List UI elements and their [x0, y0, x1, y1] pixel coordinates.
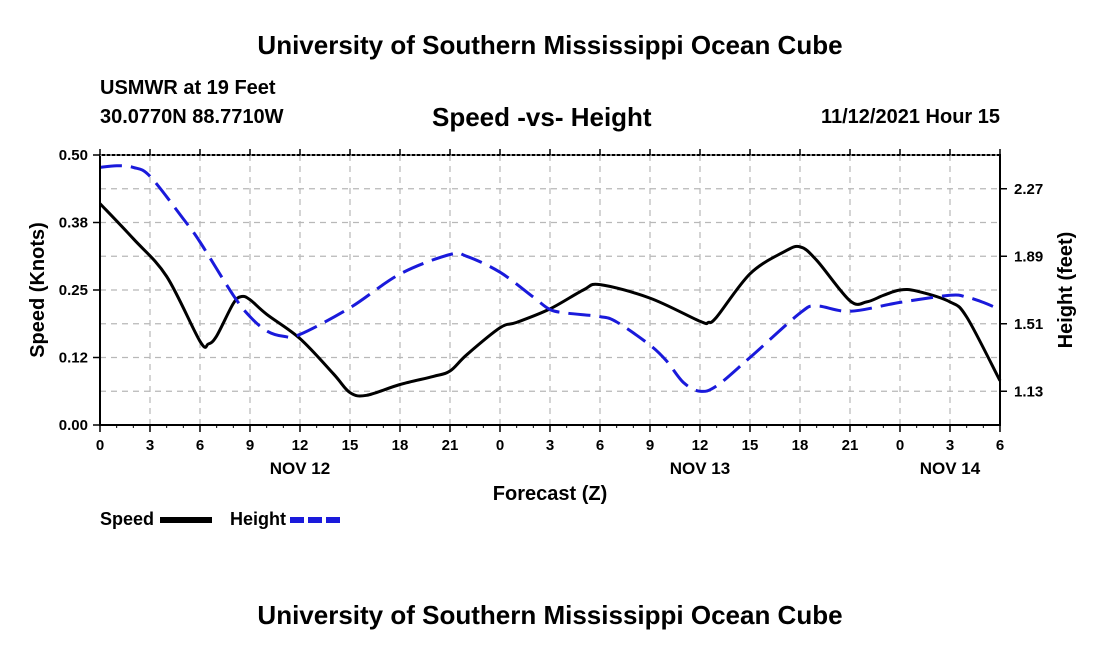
x-tick-label: 0 [496, 437, 504, 454]
x-tick-label: 6 [196, 437, 204, 454]
x-tick-label: 6 [996, 437, 1004, 454]
chart-title: Speed -vs- Height [432, 102, 652, 132]
station-label: USMWR at 19 Feet [100, 77, 276, 99]
y-tick-label: 0.25 [59, 282, 88, 299]
y2-tick-label: 2.27 [1014, 181, 1043, 198]
footer-title: University of Southern Mississippi Ocean… [257, 600, 843, 630]
y2-axis-label: Height (feet) [1055, 232, 1077, 349]
x-tick-label: 12 [692, 437, 709, 454]
x-tick-label: 9 [246, 437, 254, 454]
x-tick-label: 6 [596, 437, 604, 454]
series-line-height [99, 164, 1001, 393]
x-tick-label: 3 [946, 437, 954, 454]
x-day-label: NOV 14 [920, 459, 981, 478]
x-tick-label: 21 [442, 437, 459, 454]
y2-tick-label: 1.89 [1014, 248, 1043, 265]
legend-speed-label: Speed [100, 509, 155, 529]
x-axis-label: Forecast (Z) [493, 483, 607, 505]
y-tick-label: 0.00 [59, 417, 88, 434]
y-axis-label: Speed (Knots) [27, 222, 49, 358]
legend-height-label: Height [230, 509, 286, 529]
series [98, 164, 1002, 398]
page-title: University of Southern Mississippi Ocean… [257, 30, 843, 60]
y-tick-label: 0.38 [59, 215, 88, 232]
y2-tick-label: 1.51 [1014, 316, 1043, 333]
x-tick-label: 12 [292, 437, 309, 454]
forecast-datetime: 11/12/2021 Hour 15 [820, 106, 1000, 128]
x-day-label: NOV 12 [270, 459, 330, 478]
y2-tick-label: 1.13 [1014, 383, 1043, 400]
x-tick-label: 9 [646, 437, 654, 454]
x-tick-label: 18 [792, 437, 809, 454]
x-tick-label: 0 [96, 437, 104, 454]
station-coordinates: 30.0770N 88.7710W [100, 106, 284, 128]
y-tick-label: 0.50 [59, 147, 88, 164]
x-tick-label: 15 [742, 437, 759, 454]
legend-height-swatch [290, 517, 342, 523]
x-tick-label: 3 [546, 437, 554, 454]
x-tick-label: 0 [896, 437, 904, 454]
y-tick-label: 0.12 [59, 350, 88, 367]
x-day-label: NOV 13 [670, 459, 730, 478]
x-tick-label: 21 [842, 437, 859, 454]
axes: 0 3 6 9 12 15 18 21 0 3 6 9 12 15 18 21 0 3 6 NOV 12 NOV 13 N… [59, 147, 1043, 478]
x-tick-label: 15 [342, 437, 359, 454]
grid [100, 155, 1000, 425]
x-tick-label: 3 [146, 437, 154, 454]
x-tick-label: 18 [392, 437, 409, 454]
legend-speed-swatch [160, 517, 212, 523]
